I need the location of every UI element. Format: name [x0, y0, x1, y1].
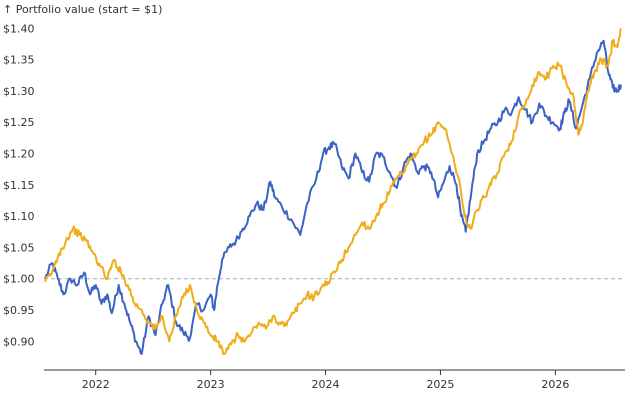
y-tick-label: $1.25 — [3, 116, 35, 129]
series-layer — [44, 28, 622, 356]
y-tick-label: $1.35 — [3, 54, 35, 67]
y-tick-label: $1.10 — [3, 210, 35, 223]
y-axis: $0.90 $0.95 $1.00 $1.05 $1.10 $1.15 $1.20 $1.25… — [3, 22, 35, 348]
x-tick-label: 2026 — [541, 378, 569, 391]
series-line-2 — [44, 28, 622, 356]
x-tick-label: 2023 — [197, 378, 225, 391]
x-tick-label: 2024 — [312, 378, 340, 391]
y-tick-label: $1.15 — [3, 179, 35, 192]
y-tick-label: $1.40 — [3, 22, 35, 35]
y-tick-label: $0.90 — [3, 335, 35, 348]
series-line-1 — [44, 39, 622, 355]
y-tick-label: $1.00 — [3, 273, 35, 286]
y-tick-label: $1.05 — [3, 241, 35, 254]
x-tick-label: 2022 — [82, 378, 110, 391]
y-tick-label: $1.30 — [3, 85, 35, 98]
y-axis-label: ↑ Portfolio value (start = $1) — [3, 3, 162, 16]
x-axis: 2022 2023 2024 2025 2026 — [44, 369, 625, 391]
x-tick-label: 2025 — [426, 378, 454, 391]
y-tick-label: $1.20 — [3, 147, 35, 160]
y-tick-label: $0.95 — [3, 304, 35, 317]
